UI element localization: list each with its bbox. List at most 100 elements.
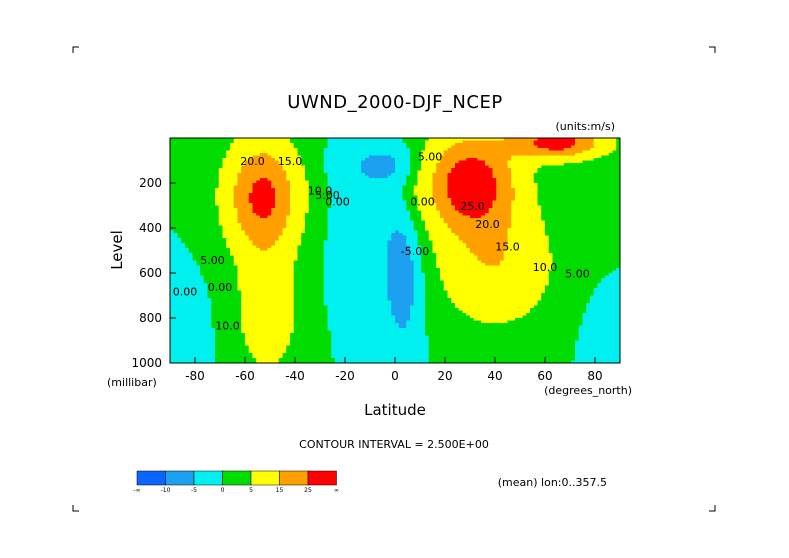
field-cell (248, 340, 254, 344)
field-cell (357, 180, 362, 184)
field-cell (230, 200, 235, 204)
field-cell (215, 158, 220, 162)
field-cell (323, 178, 329, 182)
field-cell (282, 355, 287, 359)
field-cell (323, 283, 329, 287)
field-cell (211, 213, 216, 217)
field-cell (301, 150, 306, 154)
field-cell (372, 188, 377, 192)
field-cell (305, 163, 310, 167)
field-cell (282, 283, 287, 287)
field-cell (365, 253, 370, 257)
field-cell (338, 338, 344, 342)
field-cell (188, 250, 194, 254)
field-cell (211, 198, 216, 202)
field-cell (200, 185, 205, 189)
field-cell (338, 328, 344, 332)
field-cell (185, 295, 190, 299)
field-cell (335, 163, 340, 167)
field-cell (173, 220, 179, 224)
field-cell (252, 143, 257, 147)
field-cell (312, 195, 317, 199)
field-cell (203, 310, 209, 314)
field-cell (346, 185, 351, 189)
field-cell (361, 183, 366, 187)
field-cell (200, 343, 205, 347)
field-cell (207, 360, 212, 363)
field-cell (192, 225, 197, 229)
field-cell (316, 315, 321, 319)
field-cell (237, 138, 242, 142)
field-cell (203, 140, 209, 144)
field-cell (282, 320, 287, 324)
field-cell (286, 253, 291, 257)
field-cell (353, 208, 359, 212)
field-cell (263, 185, 269, 189)
field-cell (252, 290, 257, 294)
field-cell (308, 255, 314, 259)
field-cell (170, 340, 175, 344)
field-cell (200, 325, 205, 329)
field-cell (196, 168, 201, 172)
field-cell (177, 238, 182, 242)
field-cell (361, 193, 366, 197)
field-cell (233, 305, 239, 309)
field-cell (181, 253, 186, 257)
field-cell (372, 300, 377, 304)
field-cell (282, 323, 287, 327)
field-cell (222, 310, 227, 314)
field-cell (185, 168, 190, 172)
field-cell (245, 200, 250, 204)
field-cell (203, 330, 209, 334)
field-cell (245, 273, 250, 277)
field-cell (346, 138, 351, 142)
field-cell (256, 163, 261, 167)
field-cell (218, 308, 224, 312)
field-cell (320, 153, 325, 157)
field-cell (368, 213, 374, 217)
field-cell (222, 283, 227, 287)
field-cell (353, 340, 359, 344)
field-cell (320, 223, 325, 227)
field-cell (226, 180, 231, 184)
field-cell (252, 333, 257, 337)
field-cell (301, 225, 306, 229)
field-cell (185, 225, 190, 229)
field-cell (278, 335, 284, 339)
field-cell (278, 233, 284, 237)
field-cell (260, 313, 265, 317)
field-cell (282, 218, 287, 222)
field-cell (320, 205, 325, 209)
field-cell (312, 183, 317, 187)
field-cell (173, 345, 179, 349)
field-cell (305, 235, 310, 239)
field-cell (361, 200, 366, 204)
field-cell (353, 233, 359, 237)
field-cell (282, 250, 287, 254)
field-cell (312, 160, 317, 164)
field-cell (346, 328, 351, 332)
field-cell (170, 280, 175, 284)
field-cell (222, 245, 227, 249)
field-cell (207, 328, 212, 332)
field-cell (327, 348, 332, 352)
field-cell (308, 215, 314, 219)
field-cell (177, 310, 182, 314)
field-cell (305, 213, 310, 217)
field-cell (282, 270, 287, 274)
field-cell (181, 263, 186, 267)
field-cell (256, 230, 261, 234)
field-cell (320, 338, 325, 342)
field-cell (335, 150, 340, 154)
field-cell (275, 250, 280, 254)
field-cell (361, 170, 366, 174)
field-cell (350, 165, 355, 169)
field-cell (282, 173, 287, 177)
field-cell (226, 325, 231, 329)
field-cell (316, 185, 321, 189)
field-cell (177, 343, 182, 347)
field-cell (312, 220, 317, 224)
field-cell (361, 285, 366, 289)
field-cell (376, 213, 381, 217)
field-cell (342, 190, 347, 194)
